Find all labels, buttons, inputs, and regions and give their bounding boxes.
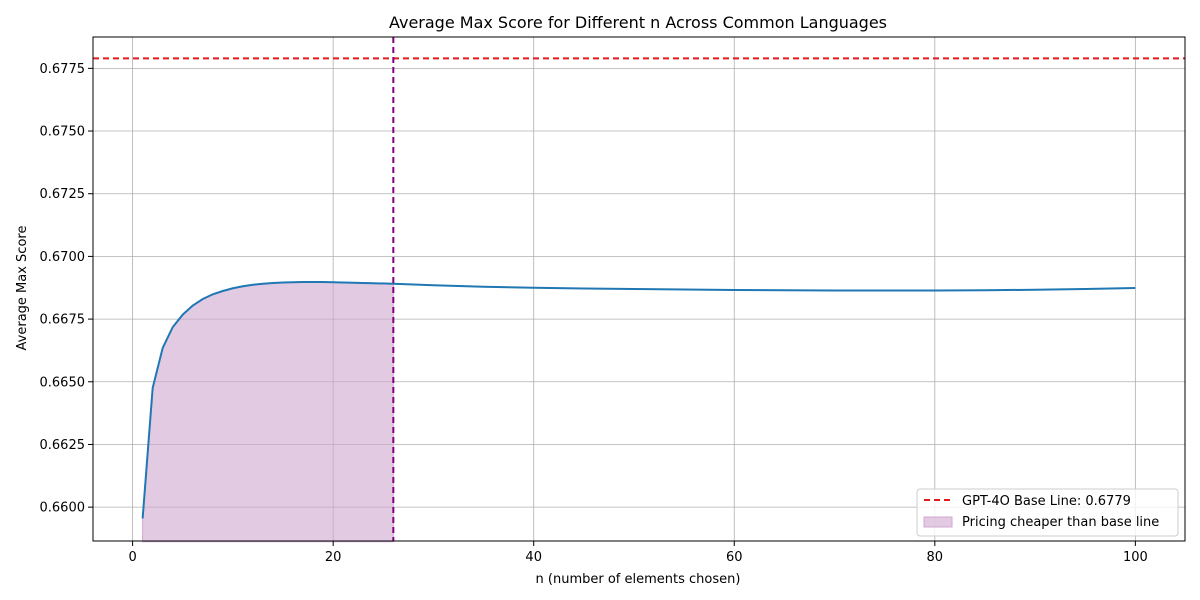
y-tick-label: 0.6775 <box>40 62 86 77</box>
y-tick-label: 0.6675 <box>40 313 86 328</box>
y-tick-label: 0.6725 <box>40 187 86 202</box>
x-tick-label: 80 <box>927 550 944 565</box>
legend: GPT-4O Base Line: 0.6779 Pricing cheaper … <box>916 488 1179 537</box>
x-tick-label: 0 <box>128 550 136 565</box>
legend-label-shaded: Pricing cheaper than base line <box>962 515 1159 530</box>
legend-swatch-shaded <box>923 516 953 528</box>
y-tick-label: 0.6700 <box>40 250 86 265</box>
plot-area: 0 20 40 60 80 100 0.6600 0.6625 0.6650 0.6675 0.67… <box>40 36 1186 565</box>
y-tick-label: 0.6650 <box>40 375 86 390</box>
x-tick-label: 40 <box>525 550 542 565</box>
y-axis-title: Average Max Score <box>15 226 30 351</box>
y-tick-label: 0.6750 <box>40 125 86 140</box>
legend-box <box>916 488 1179 537</box>
plot-frame <box>92 36 1186 542</box>
chart-title: Average Max Score for Different n Across… <box>389 13 887 32</box>
x-tick-label: 100 <box>1123 550 1148 565</box>
series-line <box>141 280 1136 519</box>
shaded-region <box>142 281 394 543</box>
y-tick-label: 0.6625 <box>40 438 86 453</box>
x-tick-label: 60 <box>726 550 743 565</box>
y-tick-label: 0.6600 <box>40 501 86 516</box>
legend-label-baseline: GPT-4O Base Line: 0.6779 <box>962 494 1131 509</box>
x-tick-label: 20 <box>325 550 342 565</box>
x-axis-title: n (number of elements chosen) <box>536 572 741 587</box>
